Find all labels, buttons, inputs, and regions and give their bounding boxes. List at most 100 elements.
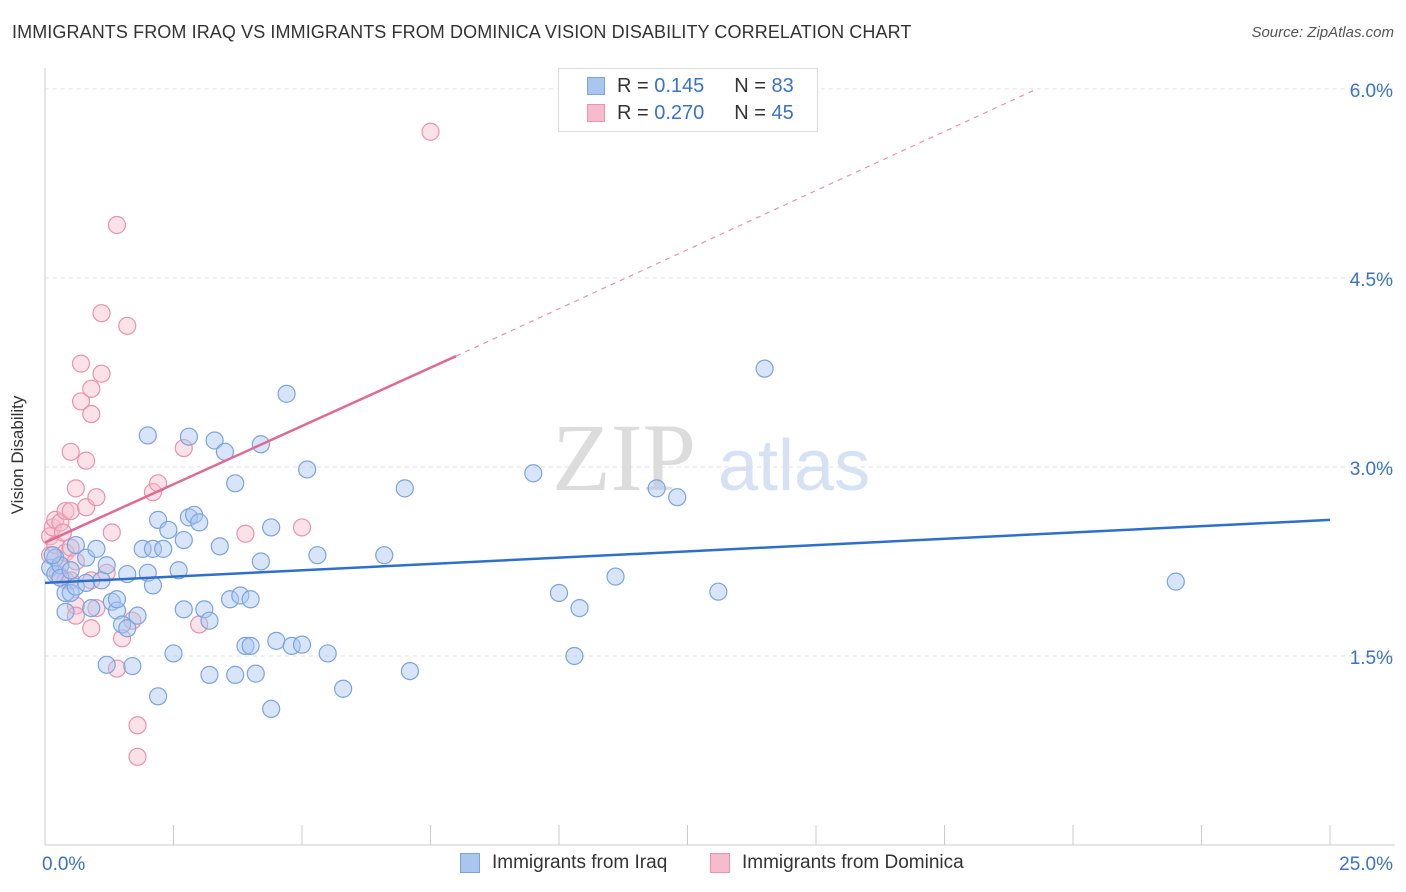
iraq-point [262, 518, 281, 537]
dominica-point [174, 438, 193, 458]
dominica-point [82, 619, 101, 638]
dominica-point [66, 606, 85, 625]
y-tick-label: 3.0% [1350, 459, 1393, 480]
iraq-point [220, 590, 240, 609]
dominica-point [107, 659, 127, 678]
iraq-point [277, 384, 296, 403]
bottom-legend-dominica: Immigrants from Dominica [710, 852, 964, 874]
iraq-point [1166, 572, 1185, 591]
iraq-point [565, 646, 584, 666]
iraq-point [66, 535, 85, 555]
legend-swatch-dominica [587, 104, 605, 122]
dominica-point [66, 552, 85, 571]
iraq-point [164, 644, 183, 663]
iraq-point [231, 586, 250, 605]
y-tick-label: 1.5% [1350, 648, 1393, 669]
dominica-point [71, 354, 91, 373]
iraq-point [200, 611, 219, 630]
dominica-trend-line [44, 354, 457, 544]
legend-n-value: 83 [771, 74, 794, 97]
watermark: ZIP atlas [552, 404, 870, 511]
iraq-trend-line [44, 518, 1331, 585]
bottom-legend-label-iraq: Immigrants from Iraq [492, 852, 668, 873]
iraq-point [205, 431, 224, 450]
legend-n-label: N = [734, 101, 766, 124]
iraq-point [43, 546, 62, 565]
legend-n-value: 45 [771, 101, 794, 124]
dominica-point [82, 404, 101, 424]
iraq-point [262, 699, 281, 719]
legend-r-value: 0.145 [654, 74, 705, 97]
legend-r-label: R = [617, 74, 649, 97]
dominica-point [87, 488, 106, 507]
dominica-point [128, 716, 147, 735]
iraq-point [154, 539, 173, 558]
iraq-point [755, 359, 774, 378]
legend: R = 0.145 N = 83 R = 0.270 N = 45 [558, 68, 818, 132]
iraq-point [267, 631, 286, 650]
iraq-point [61, 561, 80, 580]
iraq-point [97, 655, 116, 674]
legend-row-dominica: R = 0.270 N = 45 [587, 100, 794, 126]
iraq-point [169, 561, 188, 580]
iraq-point [241, 590, 260, 609]
iraq-point [107, 590, 127, 609]
iraq-point [549, 583, 569, 603]
iraq-point [159, 520, 178, 540]
chart-title: IMMIGRANTS FROM IRAQ VS IMMIGRANTS FROM … [12, 22, 912, 42]
legend-n-label: N = [734, 74, 766, 97]
iraq-point [174, 530, 193, 550]
iraq-point [334, 679, 353, 698]
iraq-point [246, 664, 265, 683]
iraq-point [570, 598, 589, 618]
dominica-point [107, 215, 127, 235]
dominica-point [56, 501, 75, 521]
iraq-point [308, 546, 327, 565]
iraq-point [143, 576, 163, 595]
legend-r-value: 0.270 [654, 101, 705, 124]
iraq-point [647, 479, 666, 498]
iraq-point [606, 567, 625, 586]
tick-labels: 1.5% 3.0% 4.5% 6.0% 0.0% 25.0% [42, 81, 1393, 875]
iraq-points [41, 359, 1185, 719]
dominica-point [61, 538, 80, 557]
dominica-point [92, 364, 111, 383]
x-tick-label: 0.0% [42, 854, 85, 875]
y-axis-label: Vision Disability [8, 395, 27, 515]
iraq-point [668, 488, 687, 507]
iraq-point [51, 556, 70, 575]
iraq-point [82, 598, 101, 618]
iraq-point [123, 656, 142, 676]
dominica-point [118, 316, 137, 335]
gridlines [45, 88, 1395, 657]
bottom-legend-swatch-iraq [460, 853, 480, 873]
iraq-point [395, 479, 414, 498]
iraq-point [298, 460, 317, 479]
iraq-point [190, 513, 209, 532]
y-tick-label: 4.5% [1350, 270, 1393, 291]
iraq-point [400, 661, 420, 681]
watermark-zip: ZIP [552, 404, 696, 511]
dominica-point [421, 122, 440, 141]
iraq-point [148, 687, 168, 706]
watermark-atlas: atlas [718, 426, 870, 506]
iraq-point [133, 539, 152, 558]
dominica-point [71, 392, 91, 411]
iraq-point [179, 508, 199, 527]
dominica-point [292, 518, 312, 537]
legend-row-iraq: R = 0.145 N = 83 [587, 73, 794, 99]
iraq-point [143, 539, 163, 558]
iraq-point [292, 635, 312, 654]
trend-lines [44, 88, 1331, 585]
iraq-point [56, 583, 75, 603]
x-tick-label: 25.0% [1339, 854, 1393, 875]
dominica-point [236, 524, 255, 543]
dominica-point [61, 501, 80, 521]
legend-r-label: R = [617, 101, 649, 124]
iraq-point [56, 602, 75, 621]
iraq-point [195, 600, 214, 619]
iraq-point [87, 539, 106, 558]
dominica-point [61, 442, 80, 461]
iraq-point [102, 592, 121, 611]
